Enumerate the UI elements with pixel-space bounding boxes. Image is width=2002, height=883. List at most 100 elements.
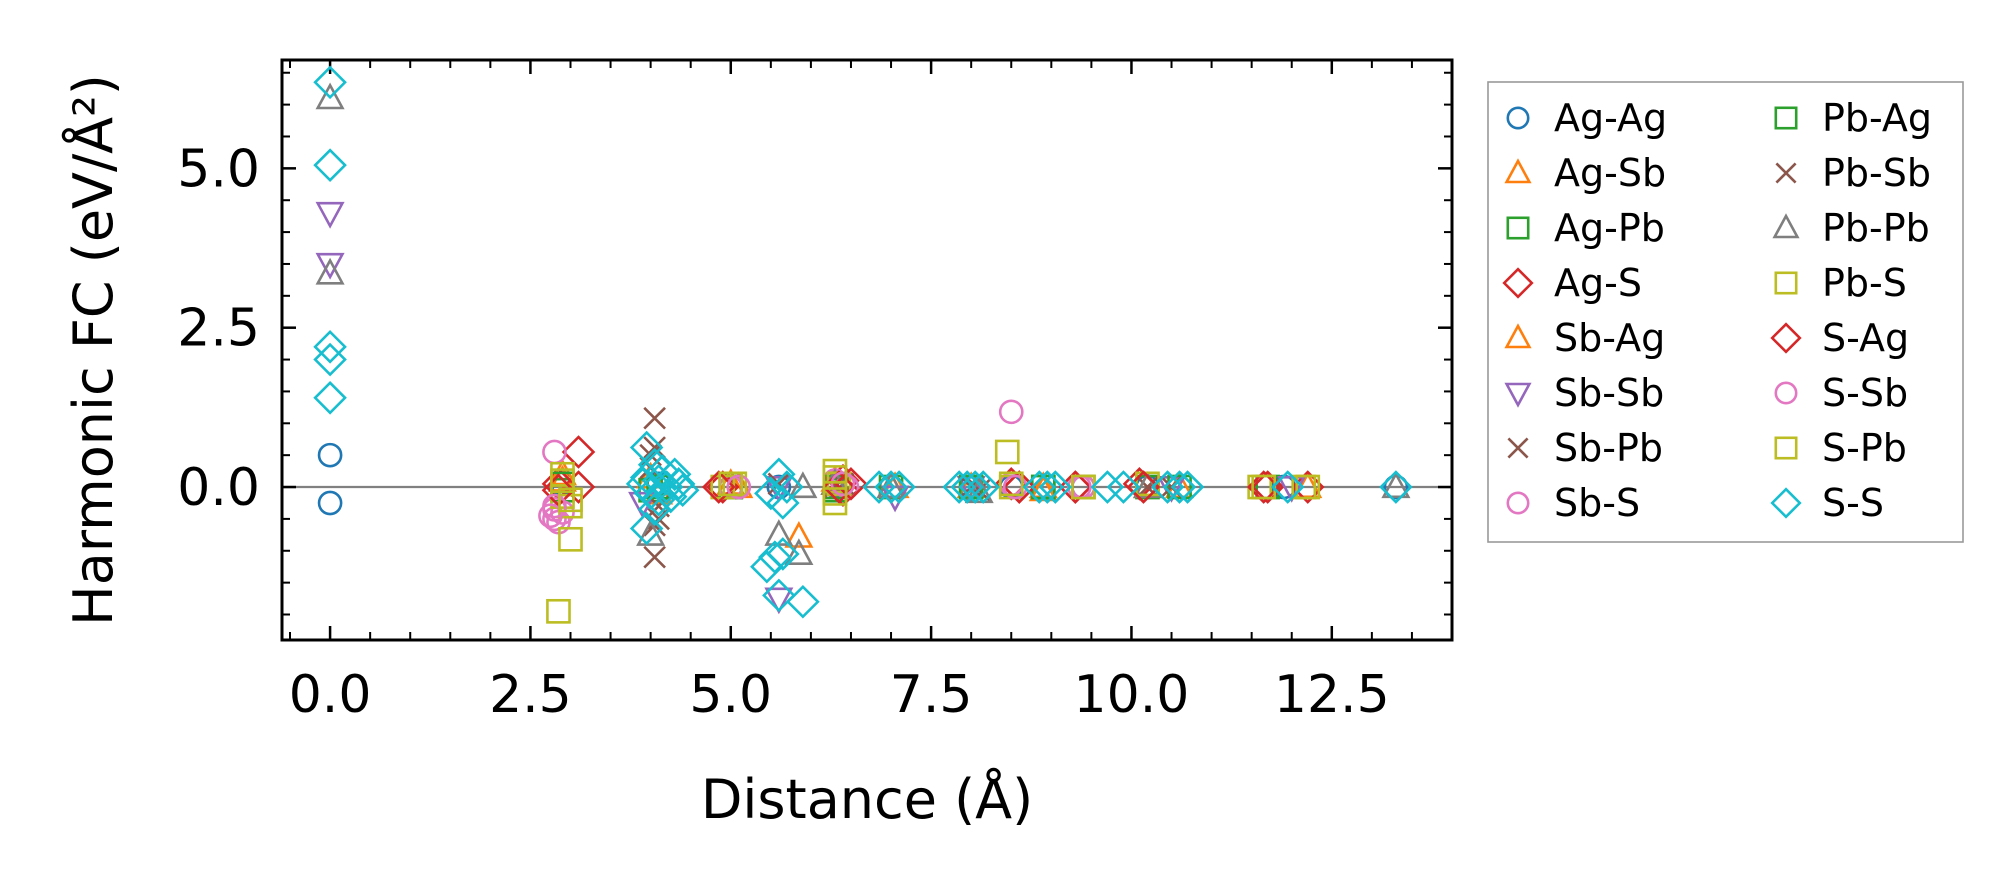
legend-marker	[1770, 322, 1802, 354]
data-point	[784, 538, 814, 566]
data-point	[558, 526, 583, 552]
data-point	[1167, 474, 1192, 500]
legend-marker	[1506, 216, 1530, 240]
data-point	[313, 330, 347, 364]
data-point	[786, 584, 820, 619]
legend-marker	[1774, 271, 1798, 295]
legend-marker	[1504, 382, 1532, 408]
legend-marker	[1502, 267, 1534, 299]
data-point	[1162, 470, 1197, 504]
data-point	[1071, 474, 1096, 500]
data-point	[643, 545, 666, 569]
data-point	[998, 471, 1024, 497]
legend-label: Ag-Sb	[1554, 151, 1666, 195]
data-point	[315, 82, 345, 110]
legend-marker	[1774, 106, 1798, 130]
data-point	[317, 442, 343, 468]
data-point	[994, 439, 1020, 465]
data-point	[657, 457, 692, 492]
data-point	[542, 493, 567, 519]
legend-label: Ag-Pb	[1554, 206, 1665, 250]
data-point	[874, 470, 908, 504]
legend-marker	[1507, 437, 1529, 459]
data-point	[726, 474, 752, 500]
data-point	[1251, 474, 1277, 500]
data-point	[665, 473, 700, 508]
data-point	[1106, 470, 1141, 504]
data-point	[1022, 470, 1057, 504]
data-point	[643, 436, 666, 459]
data-point	[1002, 474, 1028, 500]
data-point	[317, 490, 343, 516]
series-s-pb	[550, 465, 1317, 513]
data-point	[625, 467, 660, 501]
x-axis-title: Distance (Å)	[701, 767, 1033, 831]
series-pb-pb	[315, 82, 1411, 566]
x-tick-label: 0.0	[289, 665, 372, 725]
legend-label: Sb-Sb	[1554, 371, 1664, 415]
legend-label: Sb-Ag	[1554, 316, 1665, 360]
legend-marker	[1504, 323, 1532, 349]
data-point	[641, 482, 676, 517]
data-point	[822, 465, 848, 490]
legend-marker	[1775, 162, 1797, 184]
legend-label: S-Sb	[1822, 371, 1908, 415]
legend-marker	[1772, 213, 1800, 239]
data-point	[950, 470, 984, 504]
data-point	[643, 406, 666, 430]
x-tick-label: 7.5	[890, 665, 973, 725]
x-tick-label: 10.0	[1074, 665, 1190, 725]
data-point	[1291, 474, 1317, 500]
legend-label: Ag-S	[1554, 261, 1642, 305]
legend-label: Pb-Pb	[1822, 206, 1930, 250]
data-point	[966, 470, 1000, 504]
data-point	[882, 470, 916, 504]
data-point	[1038, 470, 1073, 504]
x-tick-label: 5.0	[689, 665, 772, 725]
legend-label: Pb-S	[1822, 261, 1907, 305]
data-point	[1090, 470, 1125, 504]
data-point	[546, 598, 571, 624]
data-point	[766, 537, 800, 571]
data-point	[315, 257, 345, 285]
legend-label: Pb-Sb	[1822, 151, 1931, 195]
data-point	[558, 487, 583, 513]
data-point	[313, 342, 347, 377]
data-point	[561, 470, 596, 504]
data-point	[958, 470, 992, 504]
legend-label: Ag-Ag	[1554, 96, 1667, 140]
data-point	[313, 381, 347, 415]
y-axis-title: Harmonic FC (eV/Å²)	[61, 74, 125, 626]
legend-label: Sb-S	[1554, 481, 1640, 525]
legend-label: Sb-Pb	[1554, 426, 1663, 470]
data-point	[561, 435, 596, 469]
data-point	[1379, 470, 1413, 504]
legend-marker	[1506, 106, 1530, 130]
data-point	[629, 460, 664, 495]
x-tick-label: 2.5	[489, 665, 572, 725]
legend-label: S-Pb	[1822, 426, 1907, 470]
y-tick-label: 2.5	[177, 299, 260, 359]
y-tick-label: 0.0	[177, 458, 260, 518]
data-point	[645, 454, 680, 488]
legend-marker	[1504, 158, 1532, 184]
data-point	[766, 486, 800, 520]
legend-label: Pb-Ag	[1822, 96, 1932, 140]
data-point	[770, 470, 804, 504]
y-tick-label: 5.0	[177, 139, 260, 199]
legend-box	[1487, 81, 1964, 543]
data-point	[661, 467, 696, 501]
data-point	[315, 201, 345, 229]
data-point	[653, 479, 688, 514]
data-point	[1170, 470, 1205, 504]
data-point	[550, 468, 575, 494]
data-point	[762, 578, 796, 613]
data-point	[1028, 474, 1058, 502]
data-point	[758, 540, 792, 574]
legend-marker	[1770, 487, 1802, 519]
legend-marker	[1774, 381, 1798, 405]
plot-frame	[280, 58, 1454, 642]
data-point	[313, 65, 347, 100]
data-point	[313, 148, 347, 182]
